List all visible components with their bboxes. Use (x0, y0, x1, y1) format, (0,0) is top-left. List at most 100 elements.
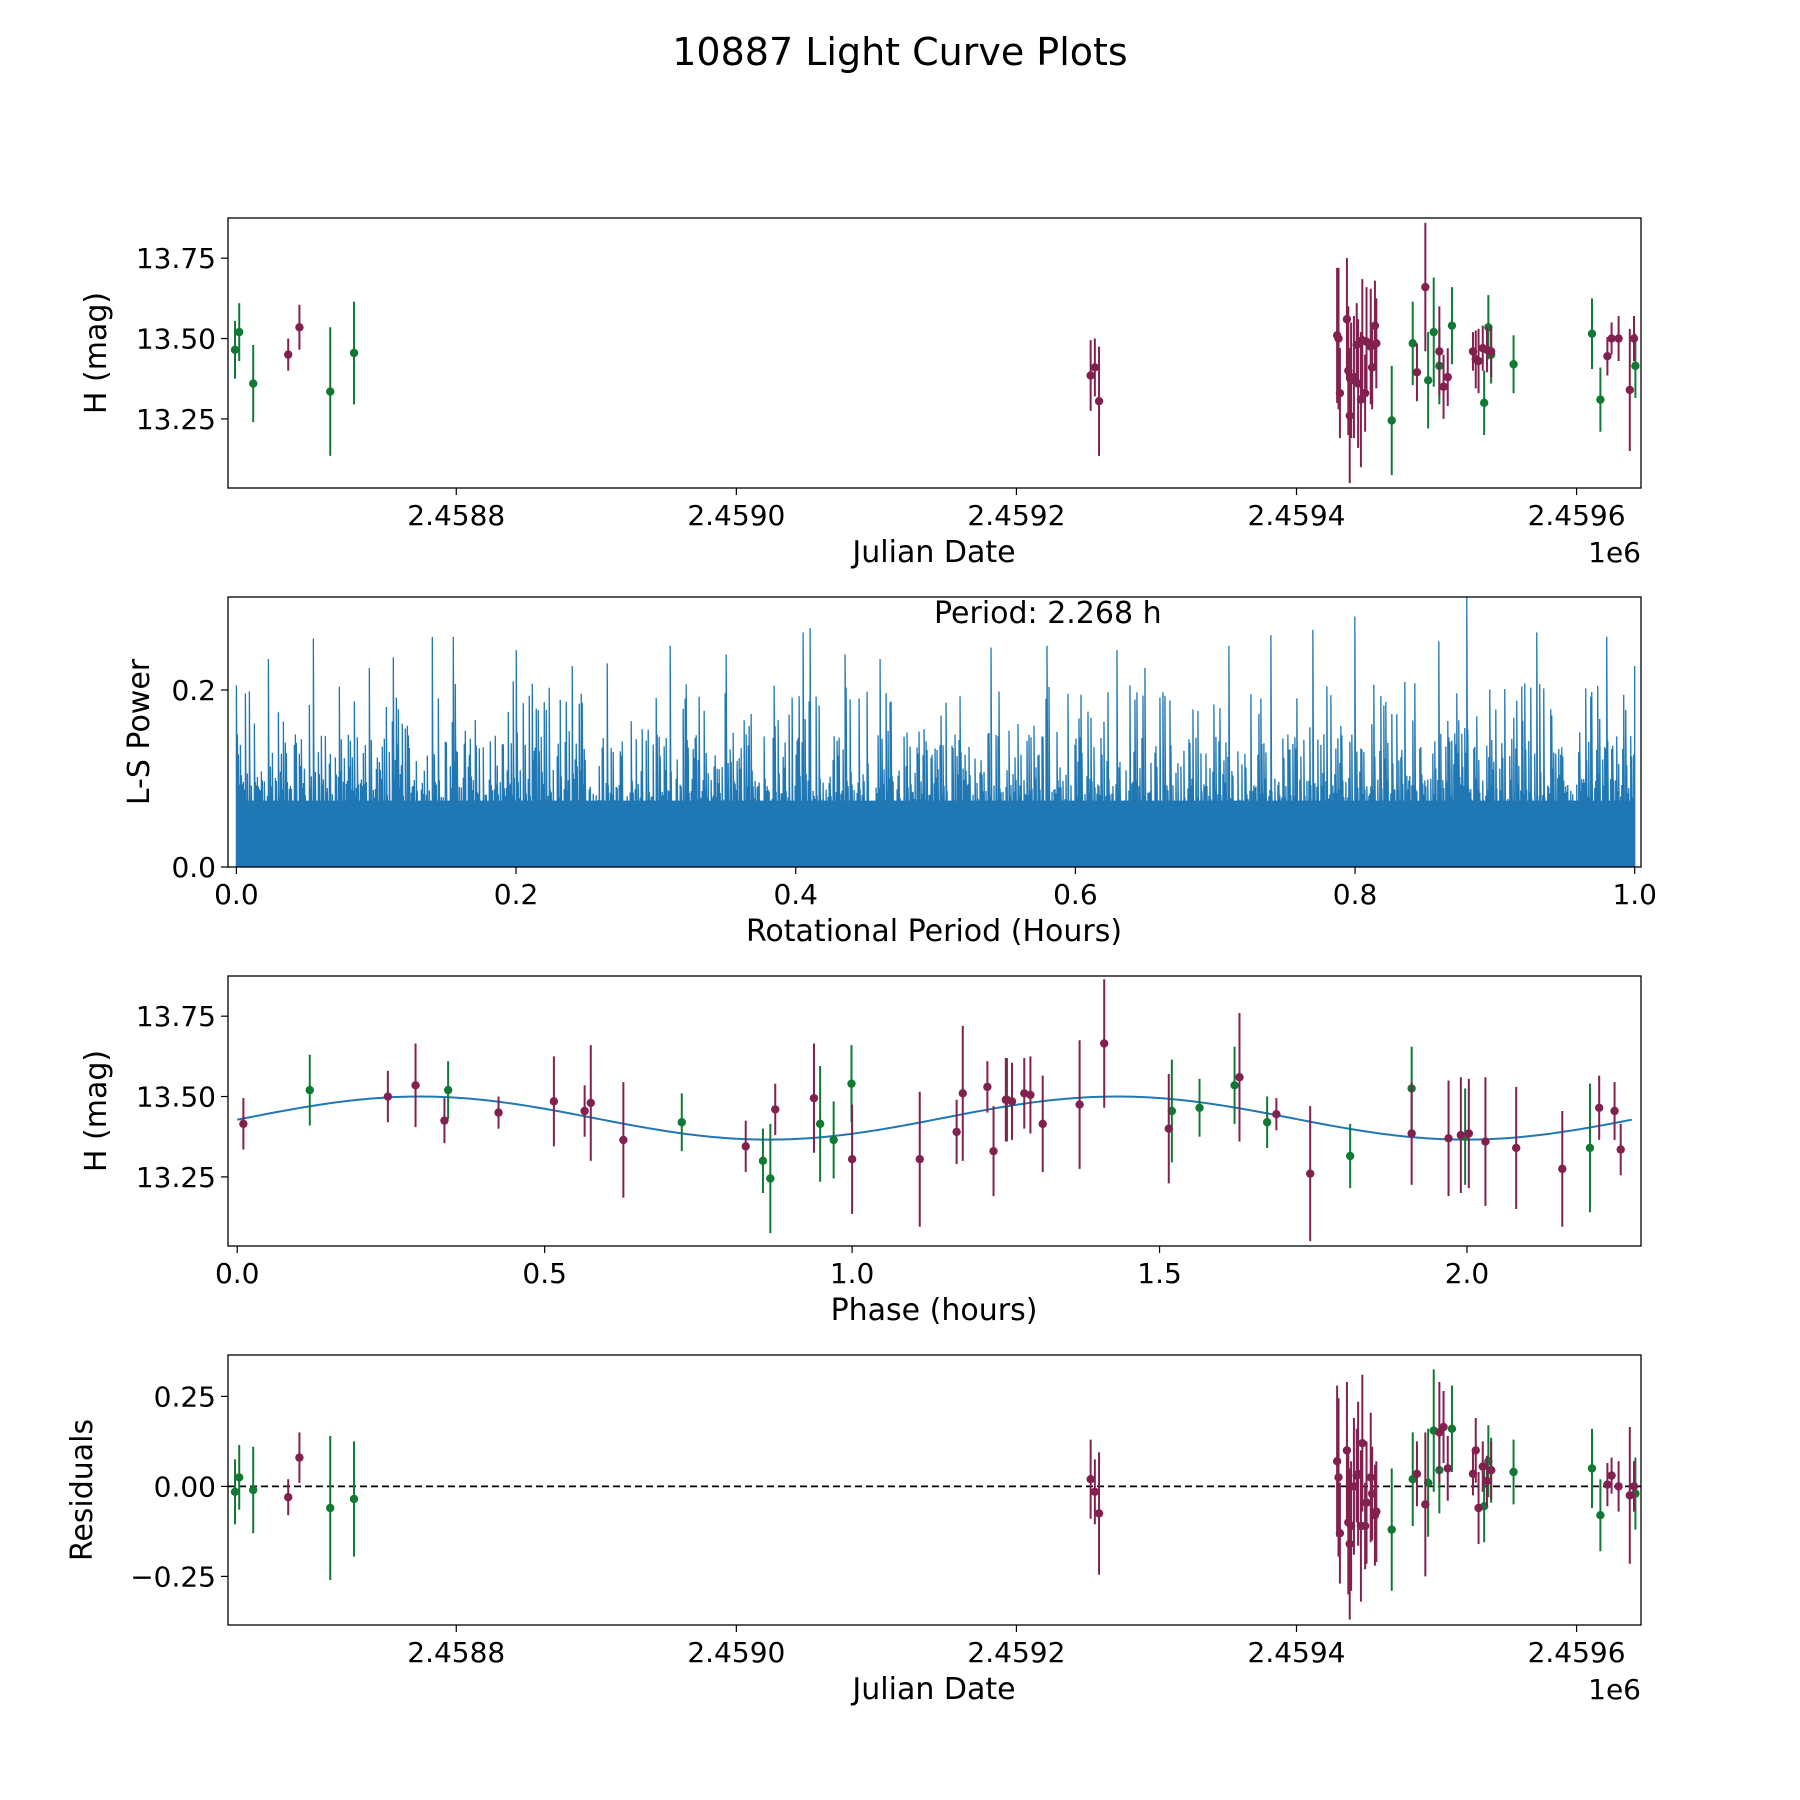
maroon-data-point (1370, 321, 1380, 330)
maroon-data-point (1360, 388, 1370, 398)
maroon-data-point (1603, 352, 1612, 361)
green-data-point (1509, 1467, 1518, 1477)
maroon-data-point (1435, 347, 1444, 356)
residuals-panel: 2.4588 2.4590 2.4592 2.4594 2.4596 −0.25 0.00 0… (65, 1354, 1642, 1707)
green-data-point (1447, 321, 1457, 330)
green-data-point (829, 1135, 838, 1145)
maroon-data-point (295, 1453, 304, 1462)
phased-plot-area (237, 979, 1632, 1242)
maroon-data-point (295, 323, 304, 332)
maroon-data-point (284, 1493, 293, 1502)
model-curve (237, 1095, 1632, 1141)
phased-ticks: 0.0 0.5 1.0 1.5 2.0 13.25 13.50 13.75 (136, 1000, 1489, 1290)
green-data-point (1345, 1151, 1355, 1161)
maroon-data-point (1086, 371, 1095, 380)
green-data-point (326, 387, 335, 396)
periodogram-dense-band (236, 800, 1635, 865)
maroon-data-point (1026, 1090, 1035, 1100)
maroon-data-point (1334, 1473, 1343, 1482)
maroon-data-point (1345, 1539, 1354, 1549)
maroon-data-point (1305, 1169, 1315, 1178)
maroon-data-point (1007, 1097, 1017, 1106)
green-data-point (1447, 1424, 1457, 1434)
maroon-data-point (1345, 411, 1354, 420)
figure-title: 10887 Light Curve Plots (672, 30, 1127, 74)
maroon-data-point (1471, 1446, 1480, 1455)
y-tick-label: 0.25 (154, 1380, 216, 1413)
light-curve-ticks: 2.4588 2.4590 2.4592 2.4594 2.4596 13.25 13.50… (136, 242, 1626, 532)
periodogram-plot-area (235, 596, 1636, 868)
maroon-data-point (1443, 1464, 1452, 1473)
y-tick-label: 13.75 (136, 1000, 216, 1033)
maroon-data-point (771, 1105, 780, 1114)
green-data-point (443, 1085, 453, 1095)
residuals-plot-area (228, 1369, 1641, 1620)
maroon-data-point (1342, 1446, 1352, 1455)
periodogram-x-label: Rotational Period (Hours) (746, 914, 1122, 949)
maroon-data-point (586, 1098, 595, 1108)
green-data-point (230, 345, 240, 354)
maroon-data-point (1456, 1130, 1466, 1140)
x-tick-label: 0.0 (214, 878, 259, 911)
x-tick-label: 2.0 (1445, 1257, 1490, 1290)
periodogram-panel: 0.0 0.2 0.4 0.6 0.8 1.0 0.0 0.2 Period: 2.268 h… (122, 596, 1657, 949)
x-tick-label: 2.4596 (1528, 1636, 1626, 1669)
phased-frame (227, 975, 1642, 1247)
residuals-y-label: Residuals (65, 1419, 100, 1561)
maroon-data-point (1090, 363, 1100, 372)
x-tick-label: 0.8 (1333, 878, 1378, 911)
maroon-data-point (1235, 1073, 1244, 1082)
maroon-data-point (411, 1081, 420, 1090)
maroon-data-point (989, 1146, 998, 1156)
maroon-data-point (1474, 356, 1483, 366)
maroon-data-point (1360, 1521, 1370, 1531)
green-data-point (1587, 329, 1597, 338)
green-data-point (1230, 1081, 1239, 1090)
y-tick-label: −0.25 (130, 1560, 216, 1593)
maroon-data-point (1421, 282, 1430, 292)
y-tick-label: 0.00 (154, 1470, 216, 1503)
x-tick-label: 2.4596 (1528, 499, 1626, 532)
maroon-data-point (1482, 1476, 1492, 1486)
maroon-data-point (952, 1127, 961, 1137)
green-data-point (305, 1085, 314, 1095)
maroon-data-point (1358, 1439, 1367, 1448)
maroon-data-point (1616, 1145, 1625, 1154)
maroon-data-point (619, 1135, 628, 1145)
green-data-point (1509, 360, 1518, 369)
maroon-data-point (1614, 1482, 1623, 1491)
maroon-data-point (741, 1142, 750, 1151)
periodogram-y-label: L-S Power (122, 658, 157, 805)
maroon-data-point (1342, 315, 1352, 324)
green-data-point (1408, 339, 1417, 348)
green-data-point (235, 327, 244, 337)
period-annotation: Period: 2.268 h (934, 596, 1162, 631)
maroon-data-point (1086, 1475, 1095, 1484)
y-tick-label: 13.75 (136, 242, 216, 275)
maroon-data-point (1412, 368, 1422, 377)
green-data-point (1423, 376, 1433, 385)
maroon-data-point (1362, 1498, 1371, 1507)
maroon-data-point (1625, 1491, 1634, 1500)
maroon-data-point (1464, 1129, 1474, 1138)
maroon-data-point (1478, 1462, 1487, 1471)
light-curve-x-label: Julian Date (850, 535, 1015, 570)
green-data-point (766, 1174, 775, 1183)
green-data-point (677, 1118, 686, 1127)
maroon-data-point (1407, 1129, 1416, 1138)
light-curve-panel: 2.4588 2.4590 2.4592 2.4594 2.4596 13.25 13.50… (79, 217, 1642, 570)
maroon-data-point (1038, 1119, 1047, 1129)
maroon-data-point (1100, 1039, 1109, 1048)
x-tick-label: 2.4592 (967, 1636, 1065, 1669)
y-tick-label: 0.0 (171, 851, 216, 884)
maroon-data-point (1372, 1507, 1381, 1516)
maroon-data-point (1075, 1100, 1084, 1109)
green-data-point (1387, 416, 1396, 425)
maroon-data-point (809, 1093, 819, 1103)
maroon-data-point (1272, 1110, 1281, 1119)
x-tick-label: 0.0 (215, 1257, 260, 1290)
maroon-data-point (1625, 385, 1634, 395)
green-data-point (1585, 1143, 1595, 1153)
x-tick-label: 0.2 (494, 878, 539, 911)
green-data-point (1587, 1464, 1597, 1473)
